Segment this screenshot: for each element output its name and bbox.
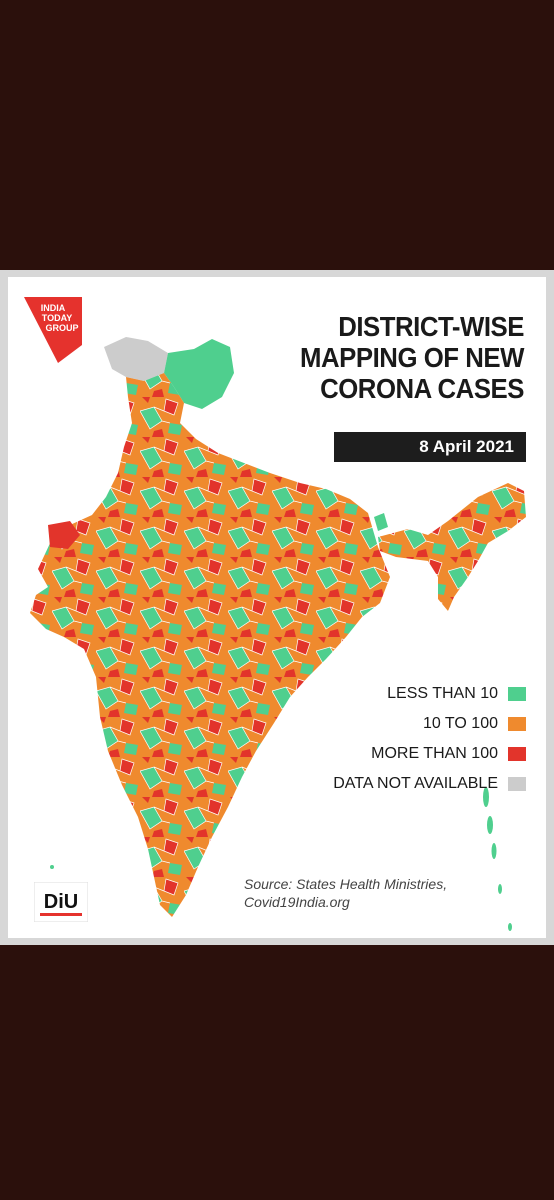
svg-text:GROUP: GROUP [45,323,78,333]
infographic-card: INDIA TODAY GROUP DISTRICT-WISE MAPPING … [8,277,546,938]
india-today-group-logo: INDIA TODAY GROUP [24,297,82,363]
region-northeast [378,483,526,611]
svg-text:DiU: DiU [44,891,78,913]
date-label: 8 April 2021 [334,432,526,462]
svg-text:INDIA: INDIA [41,303,66,313]
legend-item-less-than-10: LESS THAN 10 [333,679,526,709]
legend-item-10-to-100: 10 TO 100 [333,709,526,739]
india-map [30,337,526,931]
legend-swatch [508,777,526,791]
source-note: Source: States Health Ministries, Covid1… [244,875,447,911]
legend-label: DATA NOT AVAILABLE [333,775,498,792]
legend-swatch [508,717,526,731]
image-frame: INDIA TODAY GROUP DISTRICT-WISE MAPPING … [0,270,554,945]
region-sikkim [374,513,388,531]
title-line-2: MAPPING OF NEW [300,342,524,373]
region-ladakh [164,339,234,409]
svg-text:TODAY: TODAY [42,313,73,323]
andaman-islands [483,787,512,931]
title-line-1: DISTRICT-WISE [338,311,524,342]
legend-label: LESS THAN 10 [387,685,498,702]
region-kutch [48,521,80,549]
source-line-2: Covid19India.org [244,894,350,910]
legend-label: 10 TO 100 [422,715,498,732]
infographic-title: DISTRICT-WISE MAPPING OF NEW CORONA CASE… [248,311,524,404]
diu-logo: DiU [34,882,88,922]
region-jammu-kashmir [104,337,168,381]
source-line-1: Source: States Health Ministries, [244,876,448,892]
legend-item-data-not-available: DATA NOT AVAILABLE [333,769,526,799]
legend-swatch [508,687,526,701]
legend: LESS THAN 10 10 TO 100 MORE THAN 100 DAT… [333,679,526,799]
region-mainland [30,373,390,917]
legend-item-more-than-100: MORE THAN 100 [333,739,526,769]
title-line-3: CORONA CASES [320,373,524,404]
legend-swatch [508,747,526,761]
legend-label: MORE THAN 100 [371,745,498,762]
